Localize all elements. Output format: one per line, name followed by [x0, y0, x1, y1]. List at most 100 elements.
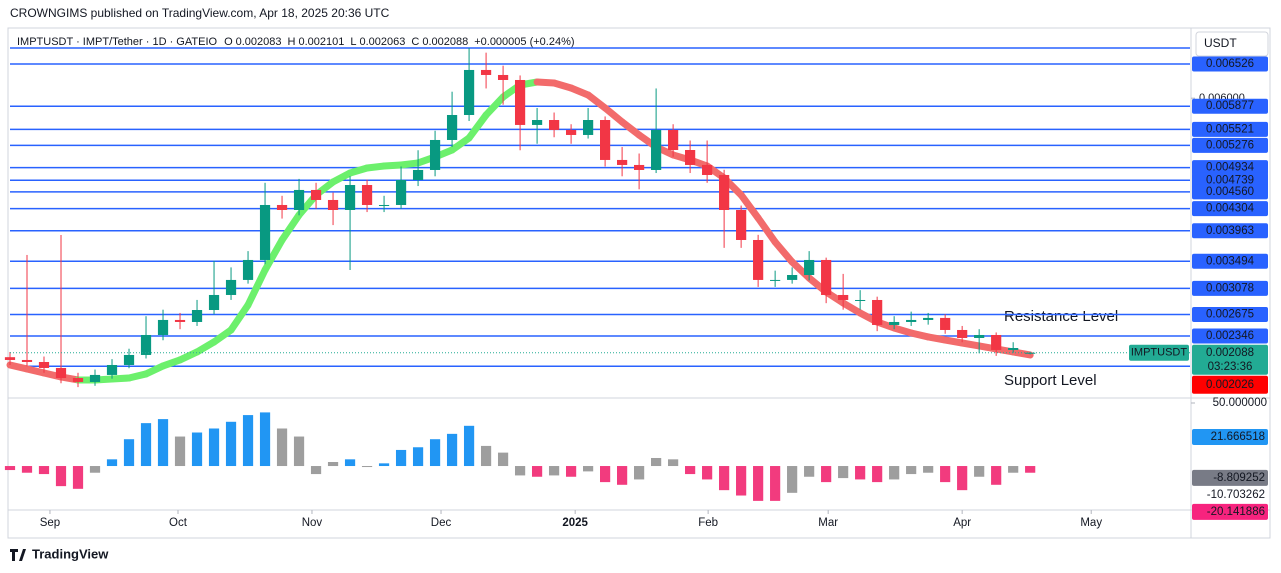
x-tick-label: Mar [818, 517, 838, 529]
candle-body [736, 209, 747, 240]
ma-segment [584, 91, 609, 112]
oscillator-bar [702, 466, 713, 480]
oscillator-bar [191, 432, 203, 467]
osc-label: -10.703262 [1207, 489, 1265, 501]
oscillator-bar [429, 439, 441, 467]
candle-body [838, 294, 849, 300]
x-tick-label: Apr [953, 517, 971, 529]
ma-segment [618, 118, 643, 139]
resistance-annotation: Resistance Level [1004, 308, 1118, 325]
level-label: 0.004304 [1206, 203, 1255, 215]
oscillator-bar [600, 466, 611, 483]
ma-segment [788, 258, 813, 282]
ma-segment [754, 214, 779, 246]
currency-button[interactable] [1195, 31, 1269, 57]
oscillator-bar [923, 466, 934, 473]
candle-body [191, 310, 203, 322]
level-label-box [1192, 253, 1268, 269]
oscillator-bar [872, 466, 883, 483]
level-label: 0.003078 [1206, 282, 1254, 294]
oscillator-bar [38, 466, 50, 475]
oscillator-bar [310, 466, 322, 475]
ohlc-value: 0.002101 [298, 36, 344, 48]
oscillator-bar [582, 466, 594, 472]
candle-body [21, 359, 33, 362]
candle-body [259, 204, 271, 260]
oscillator-bar [497, 452, 509, 467]
candle-body [412, 169, 424, 180]
candle-body [344, 185, 356, 210]
oscillator-bar [208, 428, 220, 467]
oscillator-bar [770, 466, 781, 501]
oscillator-bar [259, 412, 271, 467]
ma-segment [601, 104, 626, 126]
oscillator-bar [719, 466, 730, 491]
change-value: +0.000005 (+0.24%) [474, 36, 574, 48]
tradingview-logo: TradingView [10, 546, 109, 561]
candle-body [310, 189, 322, 200]
ma-segment [227, 301, 252, 334]
candle-body [208, 294, 220, 311]
oscillator-bar [565, 466, 577, 477]
oscillator-bar [617, 466, 628, 485]
candle-body [565, 129, 577, 135]
candle-body [55, 367, 67, 379]
marker-label: 0.002026 [1206, 379, 1254, 391]
candle-body [293, 189, 305, 210]
oscillator-bar [412, 447, 424, 467]
x-tick-label: Sep [40, 517, 60, 529]
oscillator-bar [463, 425, 475, 467]
candle-body [463, 69, 475, 115]
candle-body [480, 69, 492, 75]
oscillator-bar [4, 466, 16, 471]
candle-body [361, 185, 373, 205]
x-tick-label: Nov [302, 517, 323, 529]
oscillator-bar [685, 466, 696, 475]
oscillator-bar [889, 466, 900, 480]
publish-header: CROWNGIMS published on TradingView.com, … [10, 6, 390, 20]
ma-segment [771, 238, 796, 266]
ohlc-label: O [224, 36, 233, 48]
candle-body [668, 129, 679, 151]
symbol-label: IMPTUSDT [1131, 347, 1188, 359]
level-label: 0.002346 [1206, 330, 1254, 342]
ohlc-value: 0.002083 [236, 36, 282, 48]
candle-body [889, 321, 900, 325]
oscillator-bar [753, 466, 764, 501]
osc-label-box [1192, 503, 1268, 520]
oscillator-bar [906, 466, 917, 475]
level-label: 0.005521 [1206, 123, 1254, 135]
candle-body [685, 150, 696, 165]
oscillator-bar [225, 421, 237, 467]
candle-body [157, 319, 169, 335]
ma-segment [244, 266, 269, 309]
oscillator-bar [72, 466, 84, 489]
last-price-box [1192, 344, 1268, 375]
oscillator-bar [327, 462, 339, 467]
level-label: 0.003963 [1206, 225, 1254, 237]
candle-body [634, 164, 645, 170]
oscillator-bar [736, 466, 747, 496]
oscillator-bar [1025, 466, 1036, 473]
oscillator-bar [361, 466, 373, 468]
candle-body [974, 334, 985, 338]
osc-label-box [1192, 428, 1268, 445]
level-label-box [1192, 137, 1268, 153]
candle-body [770, 279, 781, 281]
oscillator-bar [55, 466, 67, 487]
candle-body [497, 74, 509, 80]
level-label-box [1192, 223, 1268, 239]
candle-body [855, 299, 866, 301]
level-label: 0.004934 [1206, 162, 1255, 174]
logo-text: TradingView [32, 546, 109, 561]
level-label-box [1192, 280, 1268, 296]
ohlc-value: 0.002063 [359, 36, 405, 48]
oscillator-bar [242, 415, 254, 467]
candle-body [395, 179, 407, 205]
candle-body [38, 361, 50, 368]
oscillator-bar [276, 428, 288, 467]
oscillator-bar [651, 457, 662, 467]
candle-body [106, 364, 118, 375]
x-tick-label: Dec [431, 517, 452, 529]
